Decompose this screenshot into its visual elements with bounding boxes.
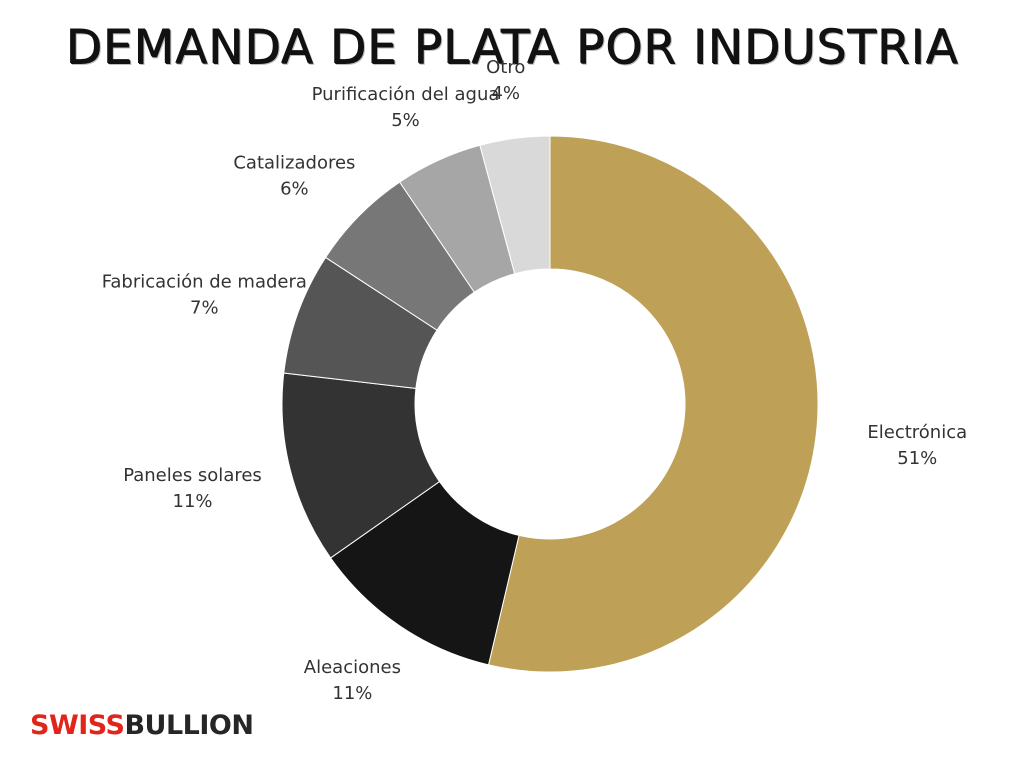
- label-catalizadores: Catalizadores: [233, 153, 355, 174]
- slice-electronica: [487, 135, 819, 673]
- value-label-electronica: 51%: [897, 448, 937, 469]
- slices-group: [281, 135, 819, 673]
- value-label-catalizadores: 6%: [280, 179, 309, 200]
- label-fabricacion-de-madera: Fabricación de madera: [102, 272, 307, 293]
- swissbullion-logo: SWISSBULLION: [30, 710, 254, 741]
- value-label-purificacion-del-agua: 5%: [391, 110, 420, 131]
- chart-title: DEMANDA DE PLATA POR INDUSTRIA: [65, 20, 959, 75]
- donut-hole: [415, 269, 685, 539]
- label-paneles-solares: Paneles solares: [123, 465, 262, 486]
- value-label-paneles-solares: 11%: [173, 491, 213, 512]
- label-purificacion-del-agua: Purificación del agua: [312, 84, 500, 105]
- label-electronica: Electrónica: [867, 422, 967, 443]
- slice-otro: [479, 135, 551, 275]
- label-otro: Otro: [486, 57, 525, 78]
- value-label-fabricacion-de-madera: 7%: [190, 298, 219, 319]
- labels-group: Electrónica 51% Aleaciones 11% Paneles solar…: [102, 57, 967, 704]
- value-label-aleaciones: 11%: [332, 683, 372, 704]
- logo-part-swiss: SWISS: [30, 710, 125, 741]
- value-label-otro: 4%: [491, 83, 520, 104]
- logo-part-bullion: BULLION: [124, 710, 254, 741]
- label-aleaciones: Aleaciones: [304, 657, 401, 678]
